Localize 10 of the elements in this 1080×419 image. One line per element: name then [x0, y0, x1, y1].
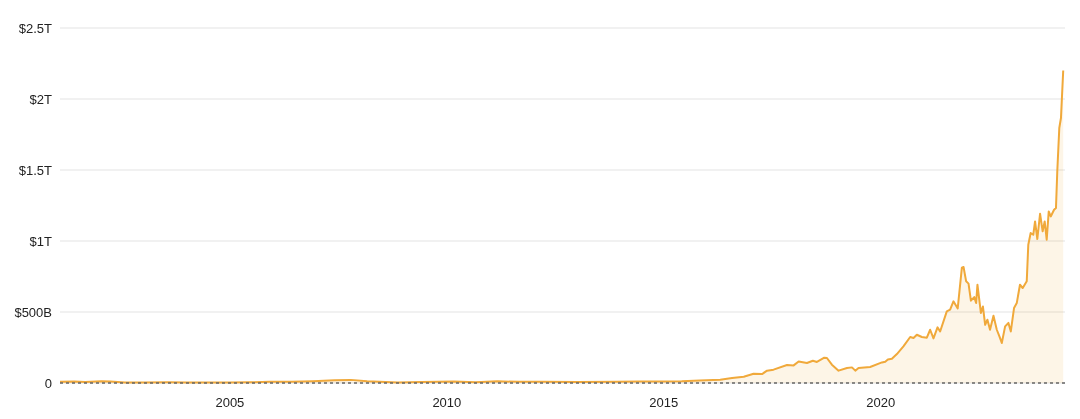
y-tick-label: $1.5T [18, 162, 53, 178]
y-tick-label: 0 [44, 375, 52, 391]
y-tick-label: $1T [29, 233, 53, 249]
x-tick-label: 2020 [866, 395, 896, 410]
y-tick-label: $500B [14, 304, 52, 320]
x-tick-label: 2015 [649, 395, 679, 410]
y-tick-label: $2T [29, 91, 53, 107]
x-tick-label: 2005 [215, 395, 245, 410]
x-tick-label: 2010 [432, 395, 462, 410]
y-tick-label: $2.5T [18, 20, 53, 36]
